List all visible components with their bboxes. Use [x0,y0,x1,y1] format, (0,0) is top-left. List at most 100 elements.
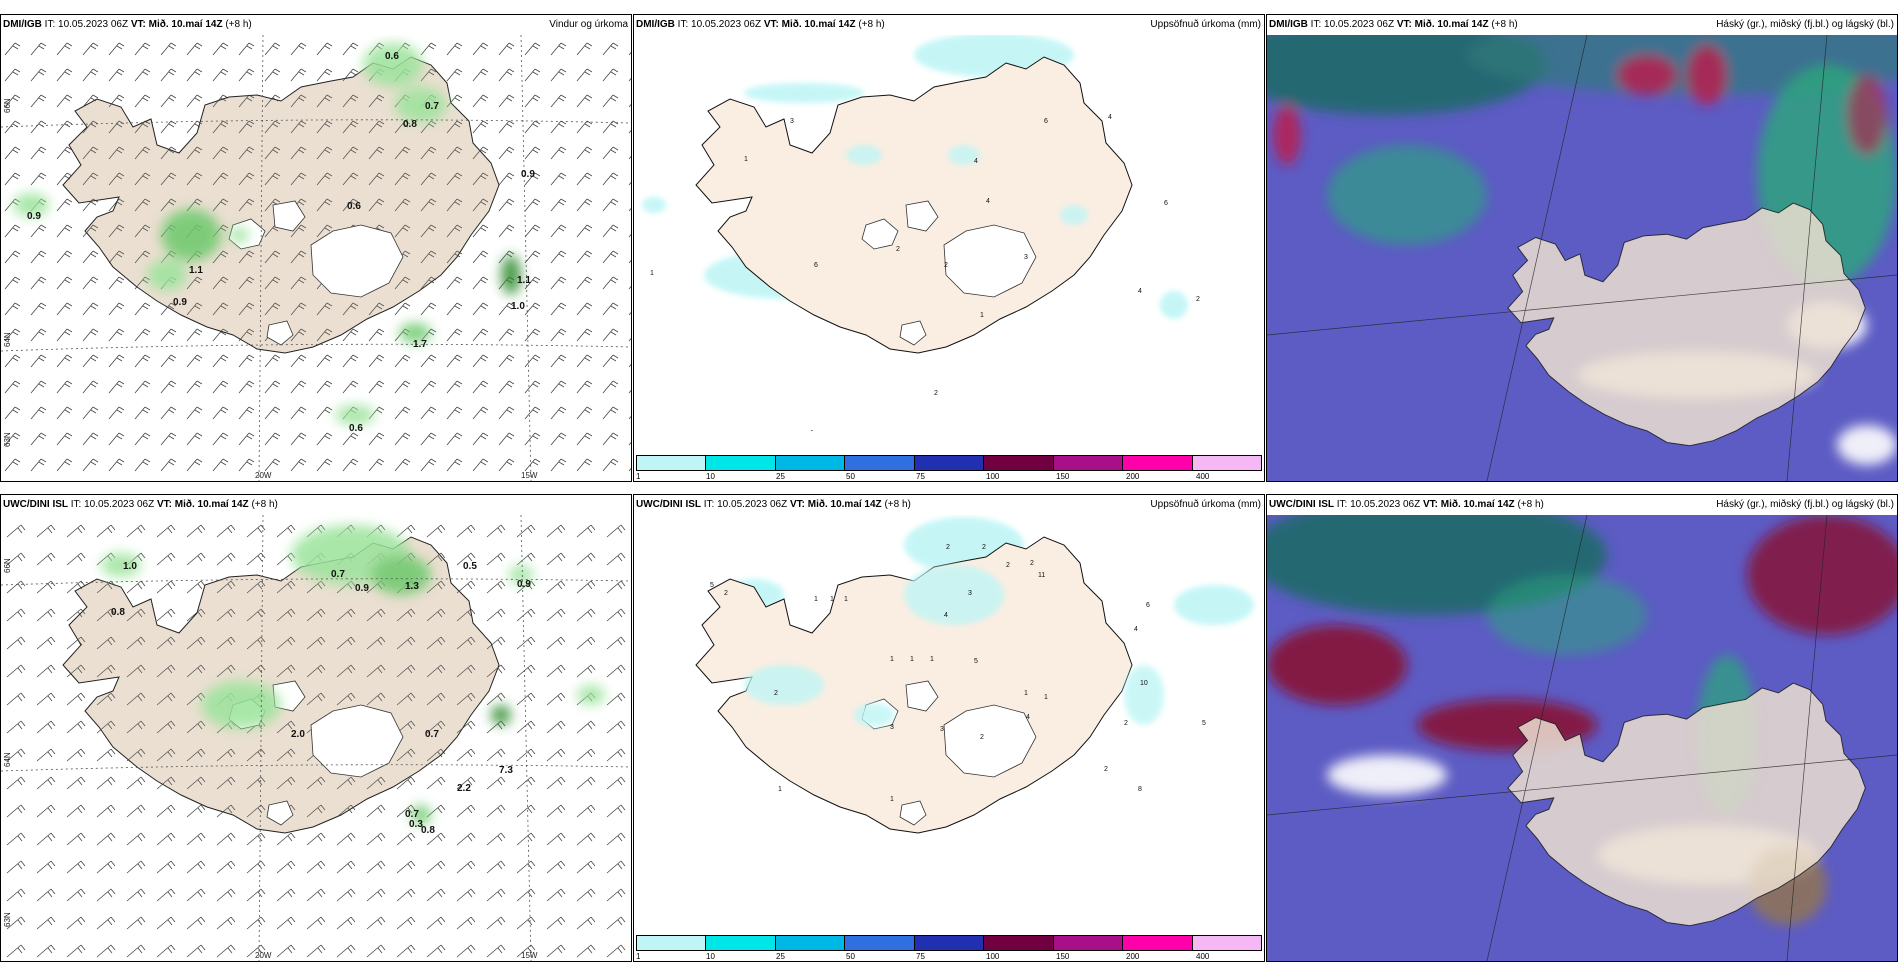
value-label: 1 [744,156,748,163]
precip-values: 0.6 0.7 0.8 0.9 0.9 0.6 1.1 0.9 1.0 1.7 … [27,51,535,434]
value-label: 0.6 [347,201,361,212]
map-area: 0.6 0.7 0.8 0.9 0.9 0.6 1.1 0.9 1.0 1.7 … [1,35,631,481]
colorbar-seg [775,936,846,950]
value-label: 11 [1038,572,1045,579]
value-label: 0.6 [385,51,399,62]
panel-header: DMI/IGB IT: 10.05.2023 06Z VT: Mið. 10.m… [634,15,1264,35]
value-label: 1 [910,656,914,663]
model-name: UWC/DINI ISL [3,499,68,510]
value-label: 1 [844,596,848,603]
value-label: 2 [934,390,938,397]
valid-time: VT: Mið. 10.maí 14Z [1422,499,1515,510]
lat-label: 63N [3,912,12,927]
model-name: UWC/DINI ISL [636,499,701,510]
init-time: IT: 10.05.2023 06Z [1336,499,1421,510]
lon-label: 15W [521,471,538,480]
init-time: IT: 10.05.2023 06Z [703,499,788,510]
panel-header: UWC/DINI ISL IT: 10.05.2023 06Z VT: Mið.… [1267,495,1897,515]
value-label: 5 [710,582,714,589]
colorbar-seg [1053,456,1124,470]
value-label: 1.7 [413,339,427,350]
panel-wind-precip-dmi: DMI/IGB IT: 10.05.2023 06Z VT: Mið. 10.m… [0,14,632,482]
value-label: 1 [830,596,834,603]
value-label: 4 [974,158,978,165]
value-label: 6 [1044,118,1048,125]
lat-label: 66N [3,98,12,113]
value-label: 6 [1146,602,1150,609]
colorbar-seg [1192,936,1261,950]
value-label: 2.0 [291,729,305,740]
model-name: UWC/DINI ISL [1269,499,1334,510]
colorbar-label: 100 [986,472,1000,481]
value-label: 1 [810,430,814,431]
value-label: 1.1 [189,265,203,276]
panel-clouds-uwc: UWC/DINI ISL IT: 10.05.2023 06Z VT: Mið.… [1266,494,1898,962]
colorbar-label: 10 [706,952,715,961]
value-label: 1 [890,796,894,803]
value-label: 5 [1202,720,1206,727]
value-label: 1.0 [123,561,137,572]
accum-values: 2 2 2 2 11 3 10 1 1 1 4 5 2 6 4 3 2 1 1 … [710,544,1206,803]
value-label: 4 [986,198,990,205]
value-label: 3 [940,726,944,733]
colorbar-label: 100 [986,952,1000,961]
value-label: 4 [1108,114,1112,121]
colorbar-seg [706,456,776,470]
value-label: 7.3 [499,765,513,776]
value-label: 0.8 [421,825,435,836]
value-label: 2 [944,262,948,269]
colorbar-label: 50 [846,952,855,961]
value-label: 4 [944,612,948,619]
value-label: 1 [890,656,894,663]
lat-label: 64N [3,752,12,767]
value-label: 0.3 [409,819,423,830]
value-label: 1 [814,596,818,603]
value-label: 0.7 [331,569,345,580]
lead-time: (+8 h) [251,499,278,510]
accum-values: 3 6 4 1 4 4 6 2 2 6 3 1 4 2 1 2 1 [650,114,1200,431]
value-label: 0.9 [521,169,535,180]
value-label: 0.9 [517,579,531,590]
value-label: 0.9 [355,583,369,594]
lat-label: 66N [3,558,12,573]
value-label: 4 [1134,626,1138,633]
value-label: 6 [1164,200,1168,207]
value-label: 1.0 [511,301,525,312]
panel-title: Háský (gr.), miðský (fj.bl.) og lágský (… [1716,499,1894,510]
model-name: DMI/IGB [3,19,42,30]
value-label: 0.8 [111,607,125,618]
value-label: 5 [974,658,978,665]
value-label: 3 [790,118,794,125]
value-label: 2 [1124,720,1128,727]
colorbar-label: 150 [1056,472,1070,481]
colorbar-label: 400 [1196,952,1210,961]
value-label: 0.7 [425,729,439,740]
value-label: 10 [1140,680,1148,687]
colorbar-label: 50 [846,472,855,481]
lead-time: (+8 h) [225,19,252,30]
value-label: 2 [946,544,950,551]
value-label: 4 [1138,288,1142,295]
colorbar-label: 150 [1056,952,1070,961]
value-label: 1 [1044,694,1048,701]
colorbar-label: 25 [776,952,785,961]
colorbar-label: 400 [1196,472,1210,481]
colorbar-seg [984,456,1054,470]
value-label: 4 [1026,714,1030,721]
colorbar-label: 75 [916,472,925,481]
lat-label: 64N [3,332,12,347]
lead-time: (+8 h) [1517,499,1544,510]
colorbar-seg [637,936,707,950]
colorbar-seg [1192,456,1261,470]
colorbar-label: 1 [636,952,641,961]
lat-label: 63N [3,432,12,447]
panel-accum-precip-uwc: UWC/DINI ISL IT: 10.05.2023 06Z VT: Mið.… [633,494,1265,962]
colorbar-seg [845,456,915,470]
value-label: 0.6 [349,423,363,434]
colorbar-seg [845,936,915,950]
panel-header: DMI/IGB IT: 10.05.2023 06Z VT: Mið. 10.m… [1267,15,1897,35]
value-label: 1 [980,312,984,319]
valid-time: VT: Mið. 10.maí 14Z [156,499,249,510]
colorbar-seg [706,936,776,950]
panel-accum-precip-dmi: DMI/IGB IT: 10.05.2023 06Z VT: Mið. 10.m… [633,14,1265,482]
